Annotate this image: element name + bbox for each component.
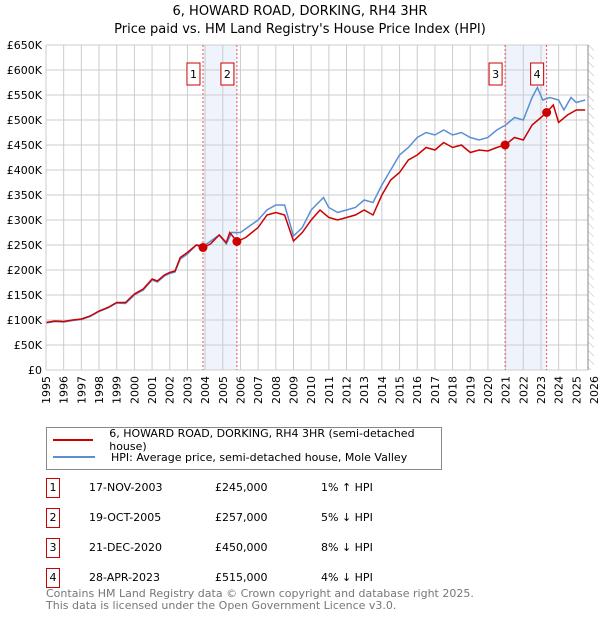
sale-hpi-change: 5% ↓ HPI [321,511,373,524]
x-tick-label: 2001 [146,376,159,404]
x-tick-label: 2021 [500,376,513,404]
legend-item-hpi: HPI: Average price, semi-detached house,… [53,449,407,465]
sale-number-badge: 3 [46,538,60,558]
x-tick-label: 2018 [447,376,460,404]
price-line [45,103,586,324]
sale-point [198,243,208,252]
legend-item-price: 6, HOWARD ROAD, DORKING, RH4 3HR (semi-d… [53,427,441,453]
y-tick-label: £350K [7,189,43,202]
sale-date: 17-NOV-2003 [89,481,163,494]
sales-table-row: 1 17-NOV-2003 £245,000 1% ↑ HPI [46,478,546,498]
x-tick-label: 2025 [570,376,583,404]
sale-label: 4 [534,68,541,81]
sale-price: £245,000 [215,481,268,494]
sale-hpi-change: 1% ↑ HPI [321,481,373,494]
sale-band [202,45,237,370]
sale-price: £450,000 [215,541,268,554]
sale-date: 21-DEC-2020 [89,541,163,554]
x-tick-label: 2010 [305,376,318,404]
legend-swatch-price [53,439,94,441]
sale-price: £257,000 [215,511,268,524]
y-tick-label: £200K [7,264,43,277]
footer-copyright: Contains HM Land Registry data © Crown c… [46,587,474,600]
x-tick-label: 2019 [464,376,477,404]
y-tick-label: £100K [7,314,43,327]
y-tick-label: £450K [7,139,43,152]
x-tick-label: 2020 [482,376,495,404]
sale-band [505,45,547,370]
x-tick-label: 2017 [429,376,442,404]
x-tick-label: 2011 [323,376,336,404]
y-tick-label: £0 [28,364,42,377]
sale-label-box [220,62,235,86]
sale-number-badge: 4 [46,568,60,588]
x-tick-label: 2026 [588,376,600,404]
x-tick-label: 2004 [199,376,212,404]
y-tick-label: £600K [7,64,43,77]
sale-hpi-change: 4% ↓ HPI [321,571,373,584]
legend-label-price: 6, HOWARD ROAD, DORKING, RH4 3HR (semi-d… [109,427,415,453]
sales-table-row: 3 21-DEC-2020 £450,000 8% ↓ HPI [46,538,546,558]
legend-label-hpi: HPI: Average price, semi-detached house,… [111,450,408,464]
x-tick-label: 2007 [252,376,265,404]
future-hatch [588,45,594,370]
price-chart: 1995 1996 1997 1998 1999 2000 2001 2002 2003 2004… [7,39,600,404]
chart-subtitle: Price paid vs. HM Land Registry's House … [114,22,486,37]
y-tick-label: £150K [7,289,43,302]
y-tick-label: £250K [7,239,43,252]
x-tick-label: 2009 [287,376,300,404]
sale-number-badge: 1 [46,478,60,498]
y-tick-label: £400K [7,164,43,177]
x-tick-label: 2006 [234,376,247,404]
x-tick-label: 2012 [341,376,354,404]
legend-swatch-hpi [53,456,95,458]
y-tick-label: £550K [7,89,43,102]
x-tick-label: 1996 [58,376,71,404]
sale-label: 3 [492,68,499,81]
sale-label-box [488,62,503,86]
x-tick-label: 1997 [75,376,88,404]
y-tick-label: £500K [7,114,43,127]
sales-table-row: 2 19-OCT-2005 £257,000 5% ↓ HPI [46,508,546,528]
y-tick-label: £50K [14,339,43,352]
x-tick-label: 2015 [394,376,407,404]
legend: 6, HOWARD ROAD, DORKING, RH4 3HR (semi-d… [46,427,442,470]
sale-date: 28-APR-2023 [89,571,161,584]
x-tick-label: 2008 [270,376,283,404]
x-tick-label: 2016 [411,376,424,404]
chart-title: 6, HOWARD ROAD, DORKING, RH4 3HR [172,4,428,19]
y-tick-label: £300K [7,214,43,227]
x-tick-label: 1995 [40,376,53,404]
footer-licence: This data is licensed under the Open Gov… [46,599,397,612]
sale-point [232,237,242,246]
x-tick-label: 2023 [535,376,548,404]
sale-hpi-change: 8% ↓ HPI [321,541,373,554]
x-tick-label: 2024 [553,376,566,404]
sale-label: 1 [190,68,197,81]
sales-table-row: 4 28-APR-2023 £515,000 4% ↓ HPI [46,568,546,588]
sale-date: 19-OCT-2005 [89,511,162,524]
x-tick-label: 2002 [164,376,177,404]
sale-point [500,140,510,150]
x-tick-label: 2000 [128,376,141,404]
y-tick-label: £650K [7,39,43,52]
x-tick-label: 1999 [111,376,124,404]
sale-label-box [186,62,201,86]
x-tick-label: 2014 [376,376,389,404]
sale-number-badge: 2 [46,508,60,528]
x-tick-label: 1998 [93,376,106,404]
sale-label-box [530,62,545,86]
x-tick-label: 2005 [217,376,230,404]
sale-price: £515,000 [215,571,268,584]
hpi-line [45,85,586,324]
sale-point [542,108,552,117]
sale-label: 2 [224,68,231,81]
x-tick-label: 2003 [181,376,194,404]
x-tick-label: 2022 [517,376,530,404]
x-tick-label: 2013 [358,376,371,404]
